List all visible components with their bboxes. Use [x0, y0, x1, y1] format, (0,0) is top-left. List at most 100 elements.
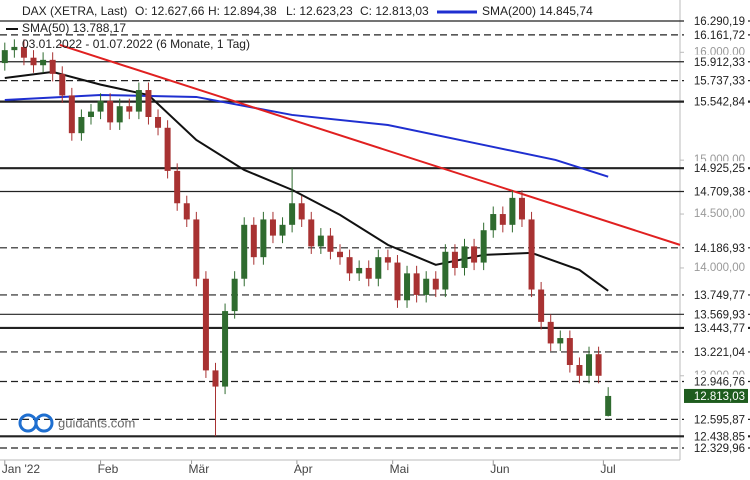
ohlc-close: C: 12.813,03 — [360, 4, 429, 18]
candle-body — [394, 262, 401, 301]
candle-body — [490, 214, 497, 231]
candle-body — [327, 235, 334, 252]
level-label: 13.749,77 — [694, 290, 745, 302]
candle-body — [586, 354, 593, 376]
y-tick-label: 14.000,00 — [694, 262, 745, 274]
candle-body — [442, 251, 449, 290]
candle-body — [193, 219, 200, 279]
level-label: 14.186,93 — [694, 243, 745, 255]
candle-body — [413, 273, 420, 295]
candle-body — [59, 73, 66, 96]
watermark: guidants.com — [58, 415, 135, 430]
candle-body — [49, 59, 56, 74]
label-bg — [684, 320, 748, 334]
period: 03.01.2022 - 01.07.2022 (6 Monate, 1 Tag… — [22, 37, 250, 51]
candle-body — [404, 273, 411, 301]
price-label: 12.813,03 — [694, 391, 745, 403]
legend-label: SMA(200) 14.845,74 — [482, 4, 593, 18]
x-tick-label: Feb — [98, 462, 119, 476]
x-tick-label: Apr — [294, 462, 313, 476]
label-bg — [684, 54, 748, 68]
level-label: 13.221,04 — [694, 347, 746, 359]
candle-body — [499, 214, 506, 225]
candle-body — [135, 90, 142, 112]
price-tag — [684, 388, 748, 403]
candle-body — [289, 203, 296, 225]
level-label: 12.438,85 — [694, 431, 745, 443]
header: DAX (XETRA, Last) O: 12.627,66 H: 12.894… — [6, 4, 593, 51]
candle-body — [605, 395, 612, 416]
candle-body — [78, 116, 85, 134]
candle-body — [269, 219, 276, 236]
candle-body — [68, 95, 75, 134]
logo: guidants.com — [18, 413, 135, 433]
candle-body — [30, 57, 37, 66]
level-label: 15.912,33 — [694, 57, 745, 69]
candle-body — [423, 278, 430, 295]
candle-body — [528, 219, 535, 290]
candle-body — [260, 219, 267, 258]
level-label: 13.443,77 — [694, 323, 745, 335]
x-tick-label: Mär — [189, 462, 210, 476]
level-label: 12.946,76 — [694, 377, 745, 389]
candle-body — [40, 59, 47, 66]
label-bg — [684, 184, 748, 198]
candle-body — [107, 100, 114, 123]
level-label: 13.569,93 — [694, 309, 745, 321]
candle-body — [346, 257, 353, 274]
x-tick-label: Jun — [490, 462, 509, 476]
candle-body — [595, 354, 602, 376]
candle-body — [365, 267, 372, 279]
candle-body — [279, 224, 286, 236]
level-label: 12.329,96 — [694, 443, 745, 455]
candle-body — [231, 278, 238, 312]
candle-body — [509, 197, 516, 225]
candle-body — [451, 251, 458, 268]
level-label: 15.737,33 — [694, 76, 745, 88]
candle-body — [547, 321, 554, 344]
candle-body — [241, 224, 248, 279]
candle-body — [164, 127, 171, 171]
candle-body — [250, 224, 257, 258]
candle-body — [87, 111, 94, 117]
label-bg — [684, 307, 748, 321]
chart-title: DAX (XETRA, Last) — [22, 4, 127, 18]
candle-body — [126, 106, 133, 112]
sma-line — [4, 70, 609, 292]
label-bg — [684, 94, 748, 108]
candle-body — [1, 50, 8, 64]
y-tick-label: 14.500,00 — [694, 208, 745, 220]
candle-body — [298, 203, 305, 220]
level-label: 16.161,72 — [694, 30, 745, 42]
candle-body — [212, 370, 219, 387]
label-bg — [684, 344, 748, 358]
level-label: 15.542,84 — [694, 97, 746, 109]
trend-line — [59, 44, 681, 246]
candle-body — [116, 106, 123, 123]
label-bg — [684, 441, 748, 455]
label-bg — [684, 374, 748, 388]
candle-body — [337, 251, 343, 258]
candle-body — [566, 338, 573, 366]
candle-body — [432, 278, 439, 290]
label-bg — [684, 429, 748, 443]
level-label: 14.709,38 — [694, 186, 745, 198]
candle-body — [97, 100, 104, 112]
ohlc-high: H: 12.894,38 — [208, 4, 277, 18]
candle-body — [557, 338, 564, 344]
ohlc-low: L: 12.623,23 — [286, 4, 353, 18]
candle-body — [317, 235, 324, 247]
candle-body — [461, 246, 468, 268]
level-label: 14.925,25 — [694, 163, 745, 175]
label-bg — [684, 161, 748, 175]
x-tick-label: Jul — [600, 462, 615, 476]
sma-line — [4, 93, 609, 178]
candle-body — [174, 170, 181, 204]
candle-body — [155, 116, 162, 128]
label-bg — [684, 412, 748, 426]
candle-body — [471, 246, 478, 263]
level-label: 16.290,19 — [694, 16, 745, 28]
label-bg — [684, 240, 748, 254]
